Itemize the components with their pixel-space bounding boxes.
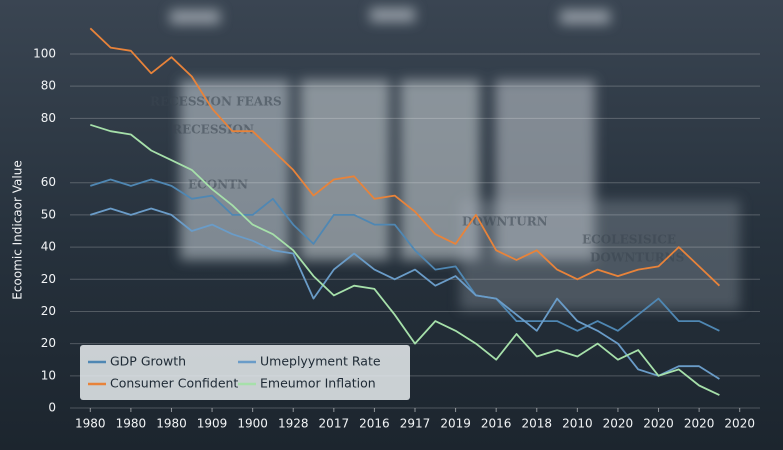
series-line	[90, 123, 720, 396]
background-windows	[170, 8, 740, 310]
x-tick-label: 1909	[197, 417, 228, 431]
background-text: RECESSION	[172, 123, 254, 137]
legend-label: GDP Growth	[110, 354, 186, 369]
y-tick-label: 50	[41, 207, 56, 221]
lines	[89, 27, 721, 396]
x-tick-label: 2019	[440, 417, 471, 431]
x-tick-label: 2016	[359, 417, 390, 431]
legend-box	[80, 345, 410, 400]
background-text: DOWNTURNS	[590, 251, 684, 265]
background-text: ECOLESISICE	[582, 233, 676, 247]
series-line	[89, 27, 721, 287]
x-tick-label: 2010	[562, 417, 593, 431]
legend-label: Emeumor Inflation	[260, 376, 376, 391]
x-tick-label: 2016	[481, 417, 512, 431]
x-tick-label: 2020	[724, 417, 755, 431]
x-tick-label: 2020	[643, 417, 674, 431]
x-tick-label: 2917	[400, 417, 431, 431]
background-text: ECONTN	[188, 178, 248, 192]
background-text: RECESSION FEARS	[150, 95, 282, 109]
y-tick-label: 80	[41, 79, 56, 93]
y-tick-label: 20	[41, 272, 56, 286]
background-text: DOWNTURN	[462, 215, 548, 229]
y-tick-label: 0	[48, 401, 56, 415]
legend: GDP Growth Umeplyyment Rate Consumer Confi…	[80, 345, 410, 400]
x-tick-label: 1900	[237, 417, 268, 431]
annotations: RECESSION FEARS RECESSION ECONTN DOWNTURN EC…	[150, 95, 684, 265]
y-tick-label: 20	[41, 336, 56, 350]
x-tick-label: 1980	[156, 417, 187, 431]
legend-label: Consumer Confident	[110, 376, 238, 391]
y-tick-label: 100	[33, 47, 56, 61]
x-tick-label: 1928	[278, 417, 309, 431]
x-tick-label: 2018	[521, 417, 552, 431]
x-tick-label: 1980	[116, 417, 147, 431]
x-tick-label: 2020	[684, 417, 715, 431]
y-tick-label: 20	[41, 304, 56, 318]
legend-label: Umeplyyment Rate	[260, 354, 381, 369]
y-tick-label: 10	[41, 368, 56, 382]
series-line	[90, 207, 720, 380]
y-tick-label: 40	[41, 240, 56, 254]
x-tick-label: 1980	[75, 417, 106, 431]
x-tick-label: 2017	[319, 417, 350, 431]
y-tick-label: 60	[41, 175, 56, 189]
series-line	[90, 178, 720, 332]
y-axis-label: Ecoomic Indicaor Value	[11, 160, 25, 299]
x-tick-label: 2020	[603, 417, 634, 431]
y-tick-label: 80	[41, 111, 56, 125]
